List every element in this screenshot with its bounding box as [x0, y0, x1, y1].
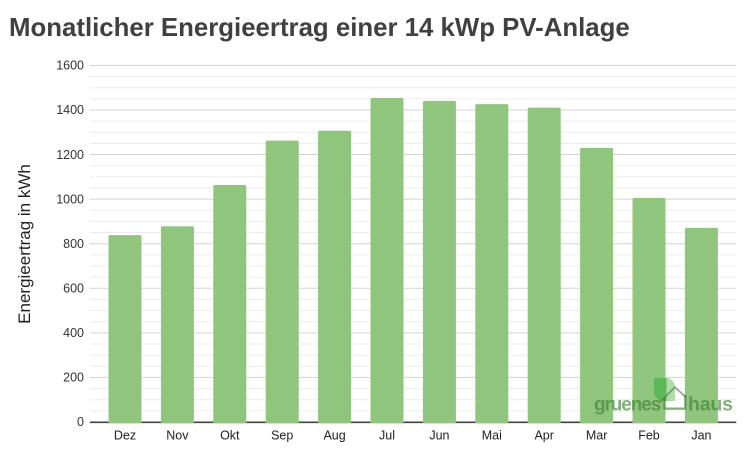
svg-text:1600: 1600 [56, 59, 84, 73]
svg-text:600: 600 [63, 281, 84, 295]
svg-text:gruenes: gruenes [594, 395, 661, 416]
svg-text:Okt: Okt [220, 428, 240, 442]
svg-text:Jul: Jul [379, 428, 395, 442]
svg-text:200: 200 [63, 371, 84, 385]
svg-text:1400: 1400 [56, 103, 84, 117]
svg-text:Jun: Jun [429, 428, 449, 442]
svg-text:Mar: Mar [586, 428, 608, 442]
svg-text:800: 800 [63, 237, 84, 251]
svg-text:1000: 1000 [56, 192, 84, 206]
svg-text:0: 0 [77, 415, 84, 429]
svg-text:Nov: Nov [166, 428, 189, 442]
svg-text:1200: 1200 [56, 148, 84, 162]
svg-text:Dez: Dez [114, 428, 136, 442]
svg-text:Apr: Apr [534, 428, 553, 442]
svg-text:Feb: Feb [638, 428, 660, 442]
svg-text:Mai: Mai [482, 428, 502, 442]
svg-text:Energieertrag in kWh: Energieertrag in kWh [15, 164, 34, 324]
svg-text:Sep: Sep [271, 428, 293, 442]
svg-text:haus: haus [688, 394, 733, 416]
svg-text:Jan: Jan [691, 428, 711, 442]
svg-text:Aug: Aug [323, 428, 345, 442]
svg-text:400: 400 [63, 326, 84, 340]
